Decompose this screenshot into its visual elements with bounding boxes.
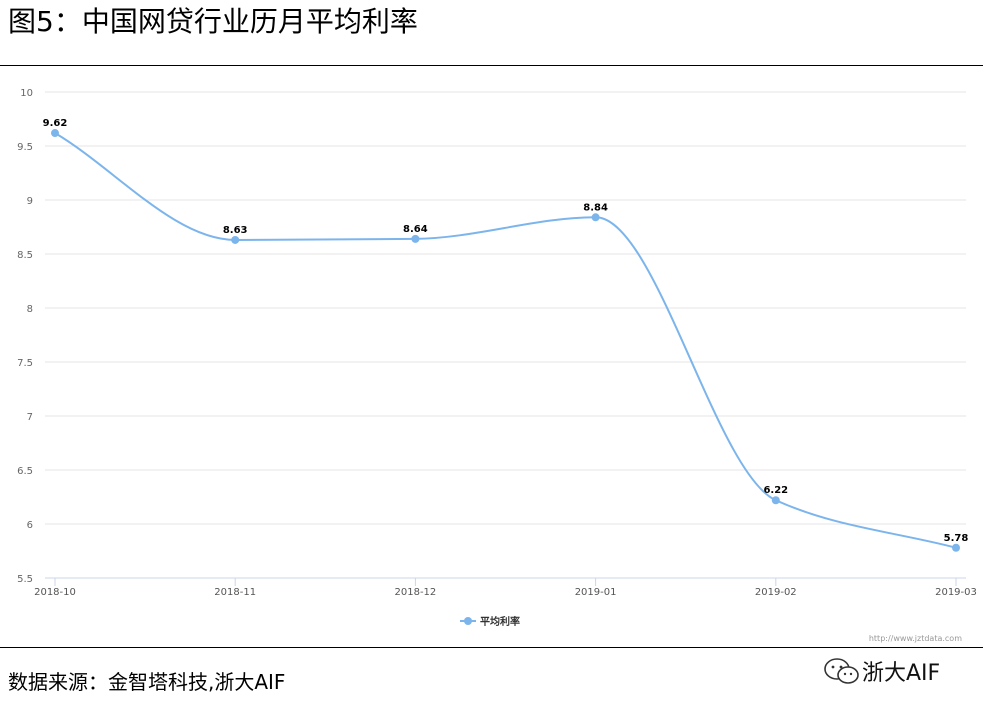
y-tick-label: 7: [27, 412, 33, 423]
x-tick-label: 2018-10: [34, 587, 76, 598]
x-tick-label: 2019-01: [575, 587, 617, 598]
wechat-icon: [824, 658, 859, 684]
data-point: [591, 213, 600, 222]
x-tick-label: 2018-11: [214, 587, 256, 598]
chart-url-text: http://www.jztdata.com: [869, 634, 962, 643]
gridlines: [45, 91, 966, 525]
y-tick-label: 7.5: [17, 358, 33, 369]
data-label: 8.64: [403, 224, 428, 235]
source-note: 数据来源：金智塔科技,浙大AIF: [8, 670, 286, 694]
line-chart: 5.5 6 6.5 7 7.5 8 8.5 9 9.5 10 2018-10 2018-11 2018-…: [17, 88, 977, 643]
y-tick-label: 6.5: [17, 466, 33, 477]
legend-label: 平均利率: [480, 615, 520, 628]
data-labels: 9.62 8.63 8.64 8.84 6.22 5.78: [43, 118, 969, 544]
data-label: 9.62: [43, 118, 68, 129]
y-tick-label: 6: [27, 520, 33, 531]
y-tick-label: 8.5: [17, 250, 33, 261]
y-tick-label: 8: [27, 304, 33, 315]
x-tick-label: 2018-12: [395, 587, 437, 598]
y-tick-label: 9.5: [17, 142, 33, 153]
data-point: [411, 234, 420, 243]
data-label: 5.78: [944, 533, 969, 544]
data-point: [231, 235, 240, 244]
bottom-rule: [0, 647, 983, 648]
data-label: 8.84: [583, 202, 608, 213]
x-tick-label: 2019-02: [755, 587, 797, 598]
watermark-label: 浙大AIF: [862, 661, 941, 686]
axes: 5.5 6 6.5 7 7.5 8 8.5 9 9.5 10 2018-10 2018-11 2018-…: [17, 88, 977, 598]
series-line: [54, 132, 957, 549]
series-layer: [51, 129, 960, 552]
data-label: 8.63: [223, 225, 248, 236]
y-tick-label: 10: [20, 88, 33, 99]
figure-title: 图5：中国网贷行业历月平均利率: [8, 5, 418, 38]
legend-marker: [464, 617, 472, 625]
top-rule: [0, 65, 983, 66]
x-tick-label: 2019-03: [935, 587, 977, 598]
legend: 平均利率: [460, 615, 520, 628]
data-point: [771, 496, 780, 505]
y-tick-label: 9: [27, 196, 33, 207]
data-point: [51, 129, 59, 138]
data-point: [952, 543, 960, 552]
y-tick-label: 5.5: [17, 574, 33, 585]
data-label: 6.22: [763, 485, 788, 496]
